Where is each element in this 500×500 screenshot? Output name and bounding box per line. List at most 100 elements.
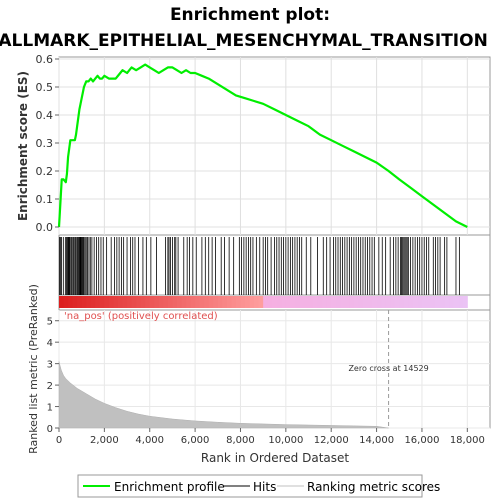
colorbar-segment bbox=[272, 296, 278, 308]
colorbar-segment bbox=[235, 296, 241, 308]
metric-tick-label: 2 bbox=[47, 381, 53, 392]
colorbar-segment bbox=[190, 296, 196, 308]
colorbar-segment bbox=[390, 296, 396, 308]
x-tick-label: 14,000 bbox=[359, 435, 394, 446]
colorbar-segment bbox=[440, 296, 446, 308]
colorbar-segment bbox=[163, 296, 169, 308]
colorbar-segment bbox=[86, 296, 92, 308]
colorbar-segment bbox=[326, 296, 332, 308]
colorbar-segment bbox=[231, 296, 237, 308]
x-tick-label: 18,000 bbox=[450, 435, 485, 446]
colorbar-segment bbox=[372, 296, 378, 308]
zero-cross-marker: Zero cross at 14529 bbox=[348, 310, 429, 428]
colorbar-segment bbox=[145, 296, 151, 308]
colorbar-segment bbox=[358, 296, 364, 308]
legend: Enrichment profile Hits Ranking metric s… bbox=[77, 474, 440, 498]
metric-tick-label: 4 bbox=[47, 338, 53, 349]
es-tick-label: 0.6 bbox=[36, 53, 54, 66]
colorbar-segment bbox=[444, 296, 450, 308]
chart-title-line2: HALLMARK_EPITHELIAL_MESENCHYMAL_TRANSITI… bbox=[0, 31, 488, 51]
colorbar-segment bbox=[303, 296, 310, 308]
chart-title-line1: Enrichment plot: bbox=[170, 5, 330, 25]
x-tick-label: 6,000 bbox=[181, 435, 210, 446]
metric-tick-label: 0 bbox=[47, 424, 53, 435]
colorbar-segment bbox=[317, 296, 323, 308]
metric-tick-label: 1 bbox=[47, 403, 53, 414]
colorbar-segment bbox=[335, 296, 341, 308]
colorbar-segment bbox=[290, 296, 296, 308]
colorbar-segment bbox=[367, 296, 373, 308]
colorbar-segment bbox=[99, 296, 105, 308]
es-tick-label: 0.4 bbox=[36, 109, 54, 122]
colorbar-segment bbox=[117, 296, 124, 308]
colorbar-segment bbox=[362, 296, 369, 308]
colorbar-segment bbox=[408, 296, 414, 308]
colorbar-segment bbox=[131, 296, 137, 308]
colorbar-segment bbox=[208, 296, 214, 308]
colorbar-segment bbox=[122, 296, 128, 308]
ranking-metric-area bbox=[58, 361, 389, 429]
colorbar-segment bbox=[349, 296, 355, 308]
es-tick-label: 0.5 bbox=[36, 81, 54, 94]
x-tick-label: 4,000 bbox=[135, 435, 164, 446]
colorbar-segment bbox=[394, 296, 400, 308]
x-tick-label: 16,000 bbox=[404, 435, 439, 446]
colorbar-segment bbox=[68, 296, 74, 308]
colorbar-segment bbox=[412, 296, 418, 308]
colorbar-segment bbox=[281, 296, 287, 308]
colorbar-segment bbox=[403, 296, 409, 308]
colorbar-segment bbox=[376, 296, 382, 308]
colorbar-segment bbox=[104, 296, 110, 308]
x-tick-label: 0 bbox=[56, 435, 62, 446]
colorbar-segment bbox=[254, 296, 260, 308]
colorbar-segment bbox=[462, 296, 468, 308]
x-axis-label: Rank in Ordered Dataset bbox=[201, 451, 349, 465]
colorbar-segment bbox=[213, 296, 219, 308]
colorbar-segment bbox=[426, 296, 432, 308]
colorbar-segment bbox=[299, 296, 305, 308]
es-tick-label: 0.0 bbox=[36, 221, 54, 234]
colorbar-segment bbox=[108, 296, 114, 308]
colorbar-segment bbox=[263, 296, 269, 308]
es-tick-label: 0.2 bbox=[36, 165, 54, 178]
colorbar-segment bbox=[417, 296, 423, 308]
es-axis-label: Enrichment score (ES) bbox=[16, 71, 30, 221]
colorbar-segment bbox=[399, 296, 405, 308]
colorbar-segment bbox=[195, 296, 201, 308]
x-tick-label: 8,000 bbox=[226, 435, 255, 446]
colorbar-segment bbox=[113, 296, 119, 308]
colorbar-segment bbox=[90, 296, 96, 308]
colorbar-segment bbox=[181, 296, 187, 308]
colorbar-segment bbox=[308, 296, 314, 308]
colorbar-segment bbox=[95, 296, 101, 308]
colorbar-segment bbox=[249, 296, 255, 308]
es-axis-ticks: 0.0 0.1 0.2 0.3 0.4 0.5 0.6 bbox=[36, 53, 59, 234]
metric-area-fill bbox=[58, 361, 389, 429]
colorbar-segment bbox=[72, 296, 78, 308]
metric-tick-label: 5 bbox=[47, 317, 53, 328]
x-tick-label: 10,000 bbox=[268, 435, 303, 446]
colorbar-segment bbox=[222, 296, 228, 308]
colorbar-segment bbox=[63, 296, 69, 308]
legend-hits-label: Hits bbox=[253, 480, 276, 494]
colorbar-segment bbox=[435, 296, 441, 308]
colorbar-segment bbox=[154, 296, 160, 308]
na-pos-label: 'na_pos' (positively correlated) bbox=[64, 311, 218, 322]
colorbar-segment bbox=[245, 296, 251, 308]
hit-lines bbox=[59, 237, 460, 295]
colorbar-segment bbox=[258, 296, 264, 308]
colorbar-segment bbox=[421, 296, 427, 308]
ranked-list-colorbar bbox=[59, 296, 468, 308]
colorbar-segment bbox=[381, 296, 387, 308]
colorbar-segment bbox=[172, 296, 178, 308]
enrichment-profile-path bbox=[57, 63, 468, 228]
colorbar-segment bbox=[167, 296, 173, 308]
metric-tick-label: 3 bbox=[47, 360, 53, 371]
colorbar-segment bbox=[385, 296, 391, 308]
metric-plot-area bbox=[58, 309, 491, 429]
colorbar-segment bbox=[77, 296, 83, 308]
colorbar-segment bbox=[340, 296, 346, 308]
legend-metric-label: Ranking metric scores bbox=[307, 480, 440, 494]
colorbar-segment bbox=[186, 296, 192, 308]
